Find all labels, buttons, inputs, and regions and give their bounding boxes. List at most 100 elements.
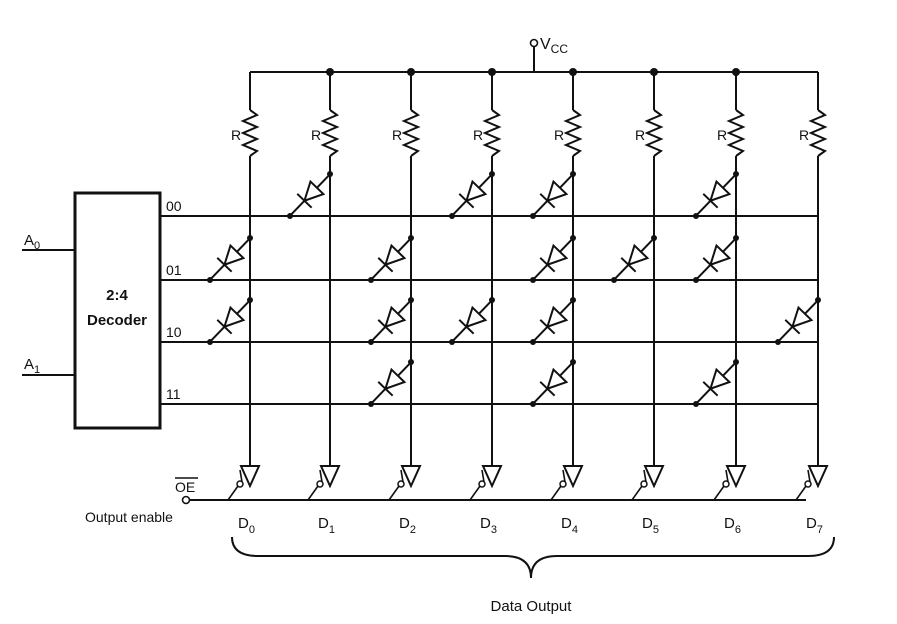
diode-cathode-bar xyxy=(377,319,394,335)
output-enable-label: Output enable xyxy=(85,509,173,525)
output-buffer-5 xyxy=(643,465,665,489)
diode-01-6 xyxy=(695,238,737,280)
diode-body xyxy=(790,305,814,329)
data-output-label: Data Output xyxy=(491,598,573,615)
vcc-rail xyxy=(250,38,818,73)
resistor-4 xyxy=(563,109,583,157)
diode-body xyxy=(545,243,569,267)
enable-switch-lead-6 xyxy=(725,469,729,483)
diode-10-4 xyxy=(532,300,574,342)
output-label-6: D6 xyxy=(724,515,741,536)
diode-cathode-bar xyxy=(458,319,475,335)
diode-body xyxy=(302,179,326,203)
vcc-junction-1 xyxy=(326,68,334,76)
resistor-label-6: R xyxy=(717,127,727,143)
output-label-7: D7 xyxy=(806,515,823,536)
resistor-7 xyxy=(808,109,828,157)
diode-cathode-bar xyxy=(702,257,719,273)
enable-switch-blade-0 xyxy=(227,485,239,501)
diode-11-2 xyxy=(370,362,412,404)
resistor-1 xyxy=(320,109,340,157)
diode-10-0 xyxy=(209,300,251,342)
diode-cathode-bar xyxy=(620,257,637,273)
output-label-0: D0 xyxy=(238,515,255,536)
output-label-3: D3 xyxy=(480,515,497,536)
diode-00-3 xyxy=(451,174,493,216)
enable-switch-lead-3 xyxy=(481,469,485,483)
output-buffer-1 xyxy=(319,465,341,489)
vcc-junction-6 xyxy=(732,68,740,76)
enable-switch-contact-7 xyxy=(804,480,812,488)
enable-switch-contact-3 xyxy=(478,480,486,488)
diode-cathode-bar xyxy=(458,193,475,209)
enable-switch-blade-1 xyxy=(307,485,319,501)
output-buffer-0 xyxy=(239,465,261,489)
diode-body xyxy=(383,243,407,267)
output-buffer-7 xyxy=(807,465,829,489)
oe-label: OE xyxy=(175,479,195,495)
vcc-junction-2 xyxy=(407,68,415,76)
enable-switch-blade-6 xyxy=(713,485,725,501)
enable-switch-lead-0 xyxy=(239,469,243,483)
diode-cathode-bar xyxy=(377,381,394,397)
diode-cathode-bar xyxy=(296,193,313,209)
enable-switch-contact-2 xyxy=(397,480,405,488)
output-buffer-3 xyxy=(481,465,503,489)
diode-01-0 xyxy=(209,238,251,280)
enable-switch-lead-2 xyxy=(400,469,404,483)
diode-11-6 xyxy=(695,362,737,404)
enable-switch-lead-4 xyxy=(562,469,566,483)
diode-10-2 xyxy=(370,300,412,342)
diode-body xyxy=(545,179,569,203)
diode-body xyxy=(383,305,407,329)
row-code-01: 01 xyxy=(166,262,182,278)
diode-10-7 xyxy=(777,300,819,342)
diode-cathode-bar xyxy=(539,193,556,209)
enable-switch-blade-5 xyxy=(631,485,643,501)
resistor-label-7: R xyxy=(799,127,809,143)
output-buffer-6 xyxy=(725,465,747,489)
diode-body xyxy=(708,179,732,203)
row-code-11: 11 xyxy=(166,386,181,402)
resistor-label-5: R xyxy=(635,127,645,143)
row-code-10: 10 xyxy=(166,324,182,340)
resistor-6 xyxy=(726,109,746,157)
output-label-1: D1 xyxy=(318,515,335,536)
diode-body xyxy=(383,367,407,391)
input-a1-label: A1 xyxy=(24,356,40,376)
diode-body xyxy=(708,367,732,391)
output-buffer-2 xyxy=(400,465,422,489)
vcc-label: VCC xyxy=(540,36,568,56)
output-label-5: D5 xyxy=(642,515,659,536)
decoder-label-line2: Decoder xyxy=(87,312,147,329)
vcc-junction-4 xyxy=(569,68,577,76)
diode-00-4 xyxy=(532,174,574,216)
oe-terminal xyxy=(181,495,191,505)
diode-body xyxy=(464,179,488,203)
enable-switch-blade-4 xyxy=(550,485,562,501)
resistor-label-2: R xyxy=(392,127,402,143)
enable-switch-lead-5 xyxy=(643,469,647,483)
diode-body xyxy=(222,243,246,267)
diode-cathode-bar xyxy=(539,319,556,335)
enable-switch-contact-1 xyxy=(316,480,324,488)
vcc-junction-5 xyxy=(650,68,658,76)
diode-cathode-bar xyxy=(539,257,556,273)
resistor-5 xyxy=(644,109,664,157)
diode-cathode-bar xyxy=(702,381,719,397)
decoder-label-line1: 2:4 xyxy=(106,287,128,304)
enable-switch-contact-4 xyxy=(559,480,567,488)
diode-cathode-bar xyxy=(539,381,556,397)
resistor-label-1: R xyxy=(311,127,321,143)
diode-body xyxy=(222,305,246,329)
enable-switch-contact-6 xyxy=(722,480,730,488)
resistor-3 xyxy=(482,109,502,157)
decoder-block xyxy=(73,191,162,430)
data-output-brace xyxy=(231,536,835,579)
enable-switch-contact-5 xyxy=(640,480,648,488)
diode-cathode-bar xyxy=(216,257,233,273)
diode-11-4 xyxy=(532,362,574,404)
enable-switch-lead-1 xyxy=(319,469,323,483)
output-label-2: D2 xyxy=(399,515,416,536)
